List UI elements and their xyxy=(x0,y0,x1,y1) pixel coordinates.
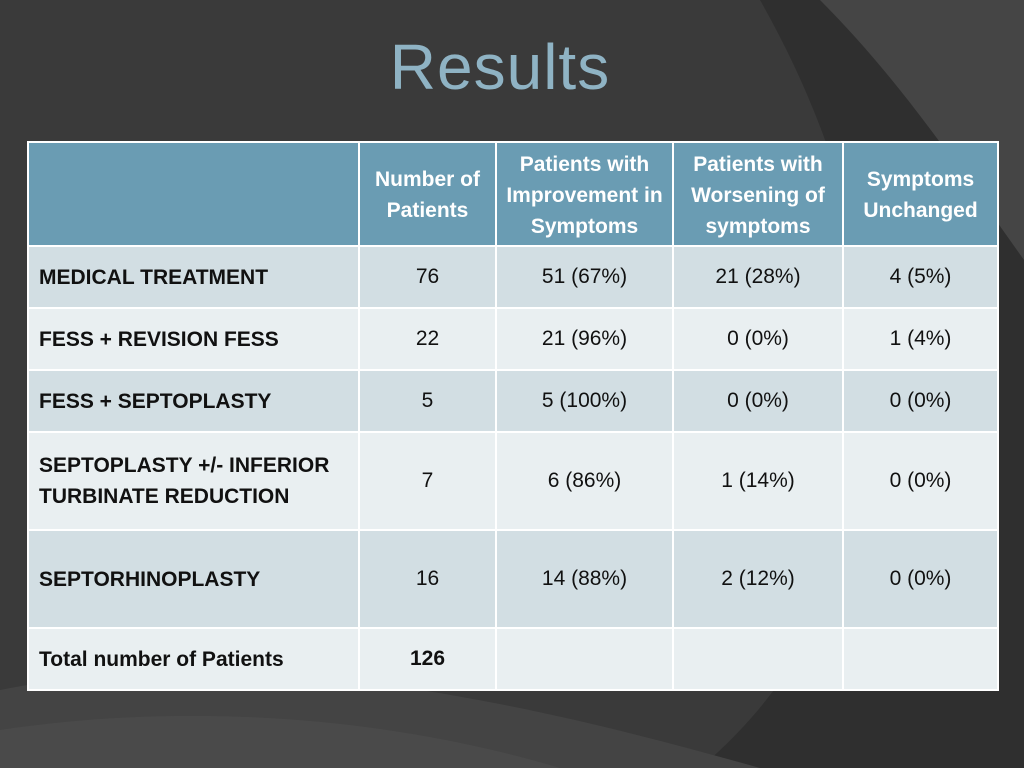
cell-number: 16 xyxy=(358,529,497,629)
cell-number: 76 xyxy=(358,245,497,309)
cell-improvement xyxy=(495,627,674,691)
results-table: Number of Patients Patients with Improve… xyxy=(27,141,999,691)
table-row-total: Total number of Patients 126 xyxy=(27,627,999,691)
cell-unchanged: 0 (0%) xyxy=(842,529,999,629)
cell-improvement: 5 (100%) xyxy=(495,369,674,433)
header-empty xyxy=(27,141,360,247)
cell-improvement: 21 (96%) xyxy=(495,307,674,371)
table-row: MEDICAL TREATMENT 76 51 (67%) 21 (28%) 4… xyxy=(27,245,999,309)
cell-number-total: 126 xyxy=(358,627,497,691)
results-table-container: Number of Patients Patients with Improve… xyxy=(27,141,999,691)
cell-number: 5 xyxy=(358,369,497,433)
cell-worsening: 0 (0%) xyxy=(672,369,844,433)
cell-number: 22 xyxy=(358,307,497,371)
header-worsening: Patients with Worsening of symptoms xyxy=(672,141,844,247)
cell-number: 7 xyxy=(358,431,497,531)
cell-unchanged: 0 (0%) xyxy=(842,369,999,433)
cell-unchanged: 1 (4%) xyxy=(842,307,999,371)
cell-improvement: 6 (86%) xyxy=(495,431,674,531)
row-label: FESS + REVISION FESS xyxy=(27,307,360,371)
header-number-of-patients: Number of Patients xyxy=(358,141,497,247)
cell-worsening: 2 (12%) xyxy=(672,529,844,629)
table-header-row: Number of Patients Patients with Improve… xyxy=(27,141,999,247)
cell-unchanged: 4 (5%) xyxy=(842,245,999,309)
cell-unchanged: 0 (0%) xyxy=(842,431,999,531)
row-label: MEDICAL TREATMENT xyxy=(27,245,360,309)
row-label: SEPTORHINOPLASTY xyxy=(27,529,360,629)
cell-improvement: 14 (88%) xyxy=(495,529,674,629)
table-row: FESS + SEPTOPLASTY 5 5 (100%) 0 (0%) 0 (… xyxy=(27,369,999,433)
header-unchanged: Symptoms Unchanged xyxy=(842,141,999,247)
table-row: SEPTORHINOPLASTY 16 14 (88%) 2 (12%) 0 (… xyxy=(27,529,999,629)
row-label: Total number of Patients xyxy=(27,627,360,691)
cell-worsening: 1 (14%) xyxy=(672,431,844,531)
cell-worsening: 21 (28%) xyxy=(672,245,844,309)
header-improvement: Patients with Improvement in Symptoms xyxy=(495,141,674,247)
row-label: SEPTOPLASTY +/- INFERIOR TURBINATE REDUC… xyxy=(27,431,360,531)
cell-worsening: 0 (0%) xyxy=(672,307,844,371)
slide-title: Results xyxy=(389,31,611,103)
cell-improvement: 51 (67%) xyxy=(495,245,674,309)
table-row: FESS + REVISION FESS 22 21 (96%) 0 (0%) … xyxy=(27,307,999,371)
row-label: FESS + SEPTOPLASTY xyxy=(27,369,360,433)
cell-worsening xyxy=(672,627,844,691)
cell-unchanged xyxy=(842,627,999,691)
table-row: SEPTOPLASTY +/- INFERIOR TURBINATE REDUC… xyxy=(27,431,999,531)
